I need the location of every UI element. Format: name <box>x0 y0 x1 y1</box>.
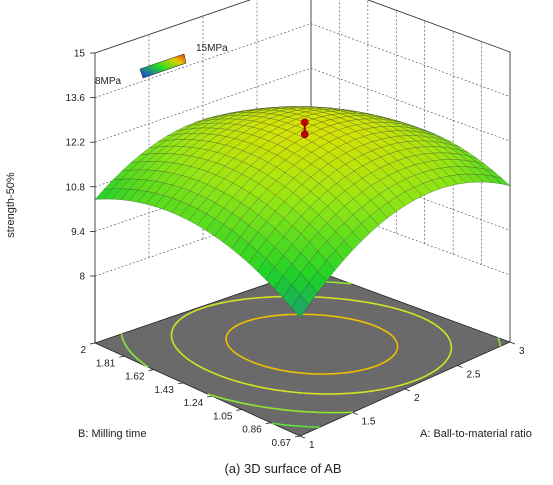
a-axis-label: A: Ball-to-material ratio <box>420 428 532 440</box>
b-axis-ticks: 0.67 0.86 1.05 1.24 1.43 1.62 1.81 2 <box>80 342 301 449</box>
a-tick-mark <box>404 388 411 392</box>
b-tick-label: 0.86 <box>242 425 262 436</box>
z-tick-label: 8 <box>79 272 85 283</box>
b-tick-mark <box>265 422 271 425</box>
a-axis-ticks: 1 1.5 2 2.5 3 <box>299 341 525 451</box>
a-tick-mark <box>299 435 306 439</box>
b-tick-mark <box>294 435 301 438</box>
z-gridline <box>94 23 511 98</box>
z-tick-label: 9.4 <box>71 227 85 238</box>
b-tick-label: 1.62 <box>125 372 145 383</box>
a-tick-label: 2 <box>414 393 420 404</box>
b-tick-label: 2 <box>80 345 86 356</box>
a-tick-label: 2.5 <box>467 370 481 381</box>
contour-line <box>225 313 399 375</box>
a-tick-mark <box>352 412 358 415</box>
b-tick-mark <box>89 342 96 345</box>
z-tick-label: 15 <box>74 49 86 60</box>
design-point-marker <box>300 118 309 139</box>
b-tick-mark <box>148 369 154 371</box>
contour-floor <box>93 268 512 437</box>
a-tick-mark <box>457 365 463 368</box>
a-tick-label: 1 <box>309 440 315 451</box>
design-point-bottom <box>300 130 309 139</box>
b-tick-mark <box>236 409 242 411</box>
response-surface <box>94 106 511 319</box>
z-gridline <box>94 0 511 54</box>
b-tick-label: 0.67 <box>272 438 292 449</box>
a-tick-label: 3 <box>519 346 525 357</box>
contour-line <box>272 422 320 429</box>
a-tick-mark <box>509 341 516 345</box>
legend-low-label: 8MPa <box>95 76 122 87</box>
z-axis-label: strength-50% <box>5 172 17 238</box>
b-tick-label: 1.05 <box>213 411 233 422</box>
figure-caption: (a) 3D surface of AB <box>224 461 341 476</box>
a-tick-label: 1.5 <box>362 417 376 428</box>
z-tick-label: 12.2 <box>66 138 86 149</box>
b-tick-label: 1.81 <box>96 358 116 369</box>
contour-line <box>170 295 453 395</box>
b-tick-mark <box>177 382 183 385</box>
b-tick-mark <box>207 395 213 398</box>
color-legend: 8MPa 15MPa <box>95 43 228 87</box>
b-tick-label: 1.24 <box>184 398 204 409</box>
z-tick-label: 13.6 <box>66 93 86 104</box>
legend-high-label: 15MPa <box>196 43 228 54</box>
legend-colorbar <box>139 53 187 79</box>
b-axis-label: B: Milling time <box>78 428 146 440</box>
surface-cell <box>291 294 310 319</box>
z-axis-ticks: 8 9.4 10.8 12.2 13.6 15 <box>66 49 95 283</box>
wall-top-edge <box>94 0 511 54</box>
b-tick-label: 1.43 <box>154 385 174 396</box>
z-tick-label: 10.8 <box>66 182 86 193</box>
b-tick-mark <box>119 355 125 358</box>
